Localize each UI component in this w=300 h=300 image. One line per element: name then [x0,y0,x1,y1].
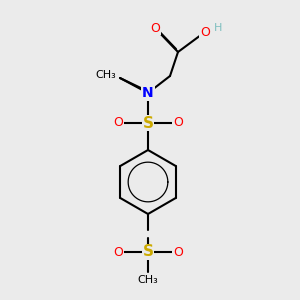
Text: O: O [173,116,183,130]
Text: O: O [200,26,210,38]
Text: O: O [150,22,160,34]
Text: H: H [214,23,222,33]
Text: CH₃: CH₃ [138,275,158,285]
Text: S: S [142,116,154,130]
Text: O: O [173,245,183,259]
Text: N: N [142,86,154,100]
Text: O: O [113,116,123,130]
Text: O: O [113,245,123,259]
Text: S: S [142,244,154,260]
Text: CH₃: CH₃ [95,70,116,80]
